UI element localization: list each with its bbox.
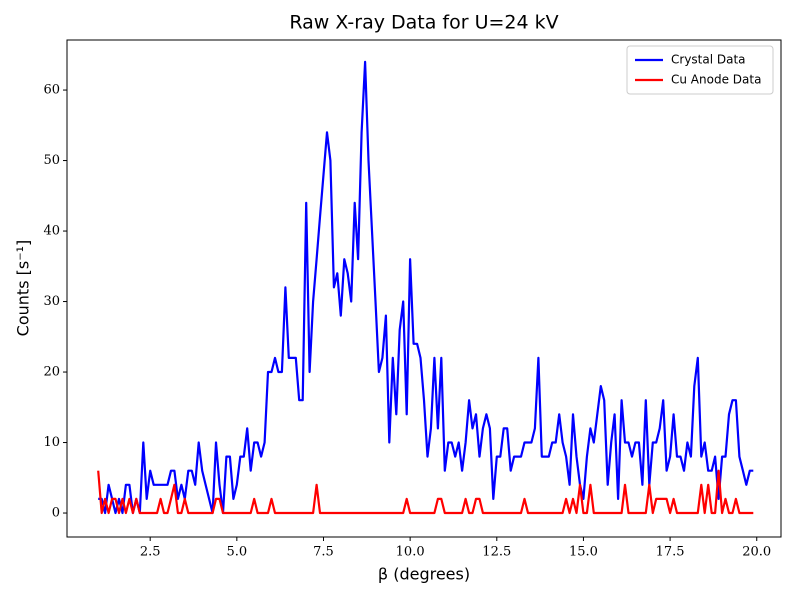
legend: Crystal Data Cu Anode Data (626, 45, 774, 95)
chart-title: Raw X-ray Data for U=24 kV (289, 12, 558, 34)
x-tick-label: 12.5 (482, 545, 511, 560)
y-tick-label: 10 (43, 435, 60, 450)
y-tick-label: 20 (43, 365, 60, 380)
legend-label: Crystal Data (671, 53, 746, 67)
data-line (98, 60, 754, 515)
y-tick-label: 0 (52, 506, 60, 521)
legend-label: Cu Anode Data (671, 73, 761, 87)
y-tick-label: 50 (43, 153, 60, 168)
x-tick-label: 5.0 (226, 545, 247, 560)
y-tick-label: 30 (43, 294, 60, 309)
x-tick-label: 7.5 (313, 545, 334, 560)
x-tick-label: 2.5 (140, 545, 161, 560)
data-line (97, 469, 754, 515)
x-tick-label: 17.5 (656, 545, 685, 560)
y-axis-label: Counts [s⁻¹] (14, 240, 33, 337)
x-tick-label: 15.0 (569, 545, 598, 560)
x-tick-label: 20.0 (742, 545, 771, 560)
x-axis-label: β (degrees) (378, 565, 470, 584)
plot-frame (66, 39, 782, 538)
y-tick-label: 60 (43, 83, 60, 98)
y-tick-label: 40 (43, 224, 60, 239)
x-tick-label: 10.0 (396, 545, 425, 560)
legend-box (626, 45, 774, 95)
